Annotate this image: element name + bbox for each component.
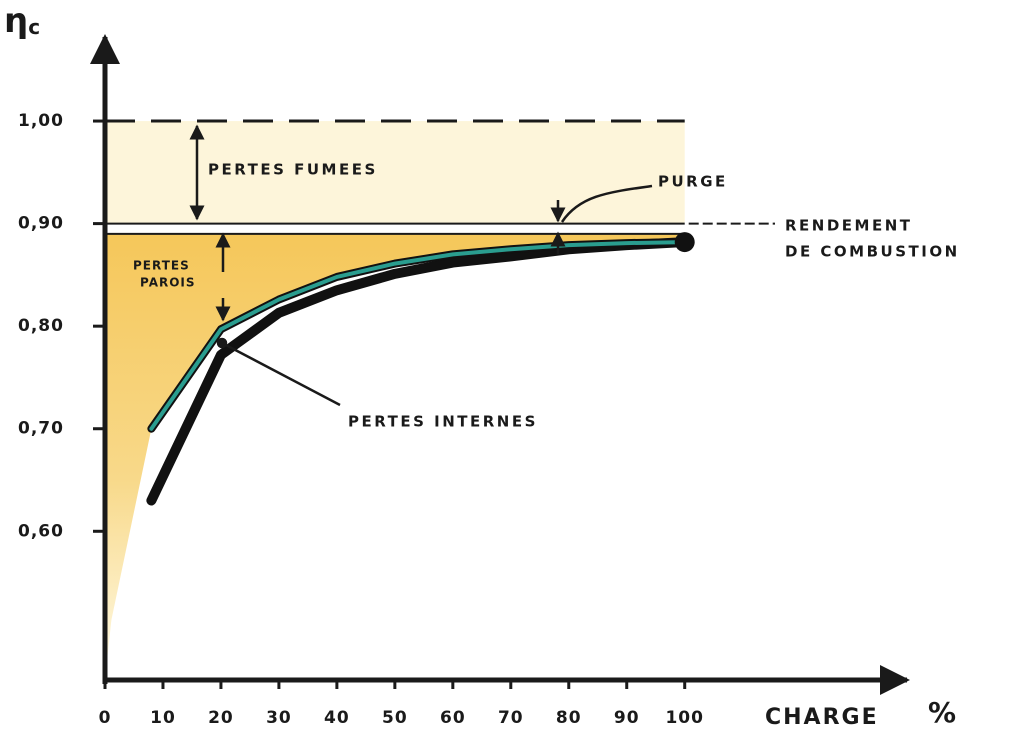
y-axis-label: ηc <box>4 1 40 41</box>
annotation: PERTES <box>133 259 190 273</box>
y-tick-label: 0,70 <box>18 419 64 439</box>
areas <box>105 121 685 680</box>
annotation: DE COMBUSTION <box>785 243 960 261</box>
y-tick-label: 0,60 <box>18 521 64 541</box>
x-tick-label: 60 <box>440 708 466 728</box>
annotation: PERTES INTERNES <box>348 413 538 431</box>
area-parois <box>105 233 685 680</box>
x-tick-label: 0 <box>99 708 112 728</box>
x-tick-label: 90 <box>614 708 640 728</box>
x-axis-label: CHARGE <box>765 705 879 730</box>
plot: 0,60 0,70 0,80 0,90 1,00 0 10 20 30 40 50 60 70 80 90 1… <box>18 34 910 728</box>
y-tick-label: 0,80 <box>18 316 64 336</box>
annotation-arrows <box>189 124 653 407</box>
line <box>149 240 687 431</box>
x-tick-label: 40 <box>324 708 350 728</box>
annotation: PERTES FUMEES <box>208 161 378 179</box>
x-tick-label: 100 <box>665 708 704 728</box>
x-tick-label: 80 <box>556 708 582 728</box>
x-tick-label: 50 <box>382 708 408 728</box>
leader <box>221 341 341 407</box>
y-tick-label: 1,00 <box>18 111 64 131</box>
leader <box>560 184 653 223</box>
end-dot <box>674 232 695 253</box>
x-tick-label: 10 <box>150 708 176 728</box>
annotation: PURGE <box>658 173 728 191</box>
area-fumees <box>105 121 685 224</box>
leader-dot <box>216 337 228 349</box>
x-tick-label: 20 <box>208 708 234 728</box>
y-tick-label: 0,90 <box>18 214 64 234</box>
x-tick-label: 70 <box>498 708 524 728</box>
x-tick-label: 30 <box>266 708 292 728</box>
annotation: RENDEMENT <box>785 217 913 235</box>
x-axis-unit: % <box>928 696 956 729</box>
annotation: PAROIS <box>140 276 196 290</box>
